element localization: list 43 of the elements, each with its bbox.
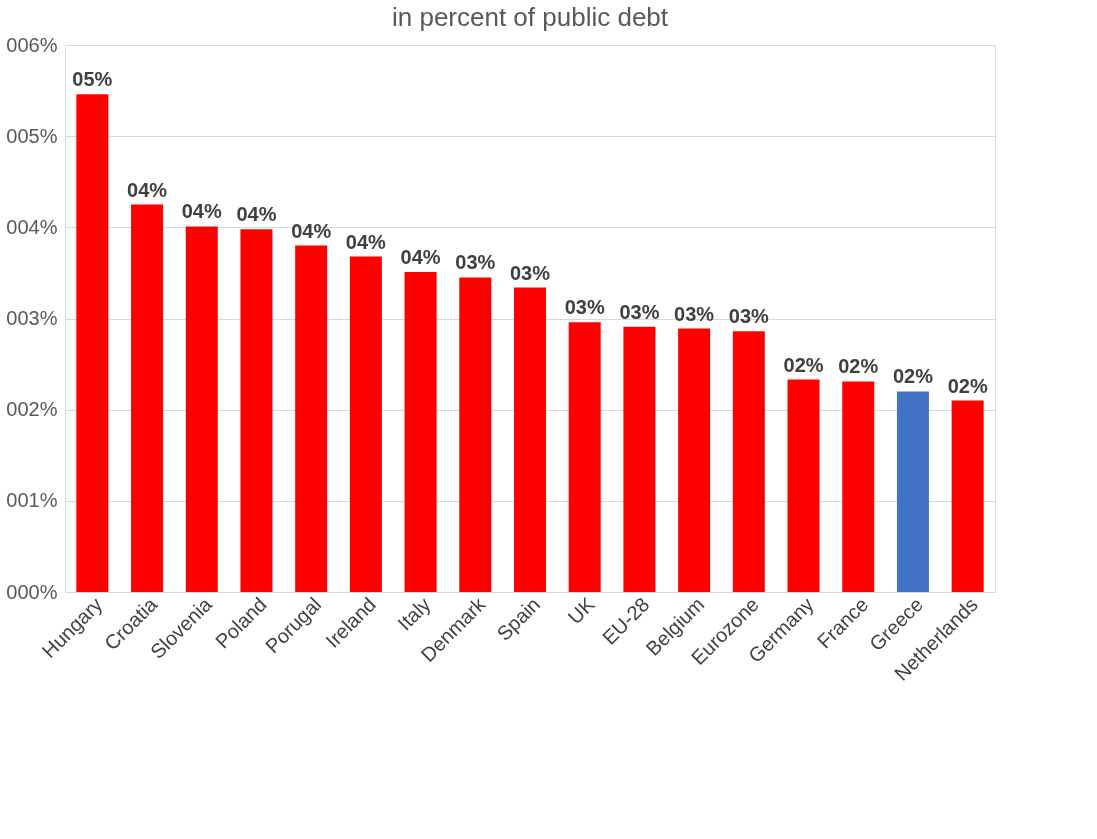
x-tick-label: UK [563, 592, 600, 629]
data-label: 04% [291, 219, 332, 242]
data-label: 03% [455, 251, 496, 274]
bar [349, 256, 382, 592]
data-label: 04% [181, 200, 222, 223]
bar [842, 381, 875, 592]
y-tick-label: 001% [6, 489, 58, 512]
data-label: 04% [345, 230, 387, 253]
bar [896, 391, 929, 592]
data-label: 04% [400, 246, 441, 269]
bar [131, 204, 164, 592]
data-label: 04% [127, 178, 168, 201]
data-label: 03% [564, 296, 605, 319]
y-tick-label: 000% [6, 580, 58, 603]
y-tick-label: 003% [6, 307, 58, 329]
y-tick-label: 005% [6, 124, 58, 147]
data-label: 03% [728, 305, 770, 328]
data-label: 02% [892, 365, 934, 388]
bar [514, 287, 546, 592]
y-tick-label: 006% [6, 33, 58, 56]
data-label: 03% [619, 300, 660, 323]
data-label: 04% [236, 203, 277, 226]
bar [404, 272, 437, 592]
data-label: 03% [674, 302, 715, 325]
bar [787, 379, 820, 592]
bar [76, 94, 109, 592]
bar [732, 331, 765, 592]
data-label: 03% [509, 261, 551, 284]
data-label: 02% [783, 353, 824, 376]
bar [951, 400, 984, 592]
bar [568, 322, 601, 592]
bar [185, 226, 218, 592]
bar [240, 229, 273, 592]
y-tick-label: 004% [6, 215, 58, 238]
data-label: 02% [838, 355, 879, 378]
bar [623, 326, 656, 592]
bar [295, 245, 328, 592]
chart-title: in percent of public debt [391, 2, 669, 32]
bar [459, 277, 492, 592]
data-label: 02% [947, 374, 988, 397]
data-label: 05% [72, 68, 113, 91]
bar [678, 328, 711, 592]
y-tick-label: 002% [6, 398, 58, 421]
